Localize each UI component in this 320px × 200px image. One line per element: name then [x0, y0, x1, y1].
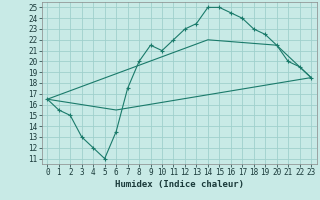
X-axis label: Humidex (Indice chaleur): Humidex (Indice chaleur): [115, 180, 244, 189]
